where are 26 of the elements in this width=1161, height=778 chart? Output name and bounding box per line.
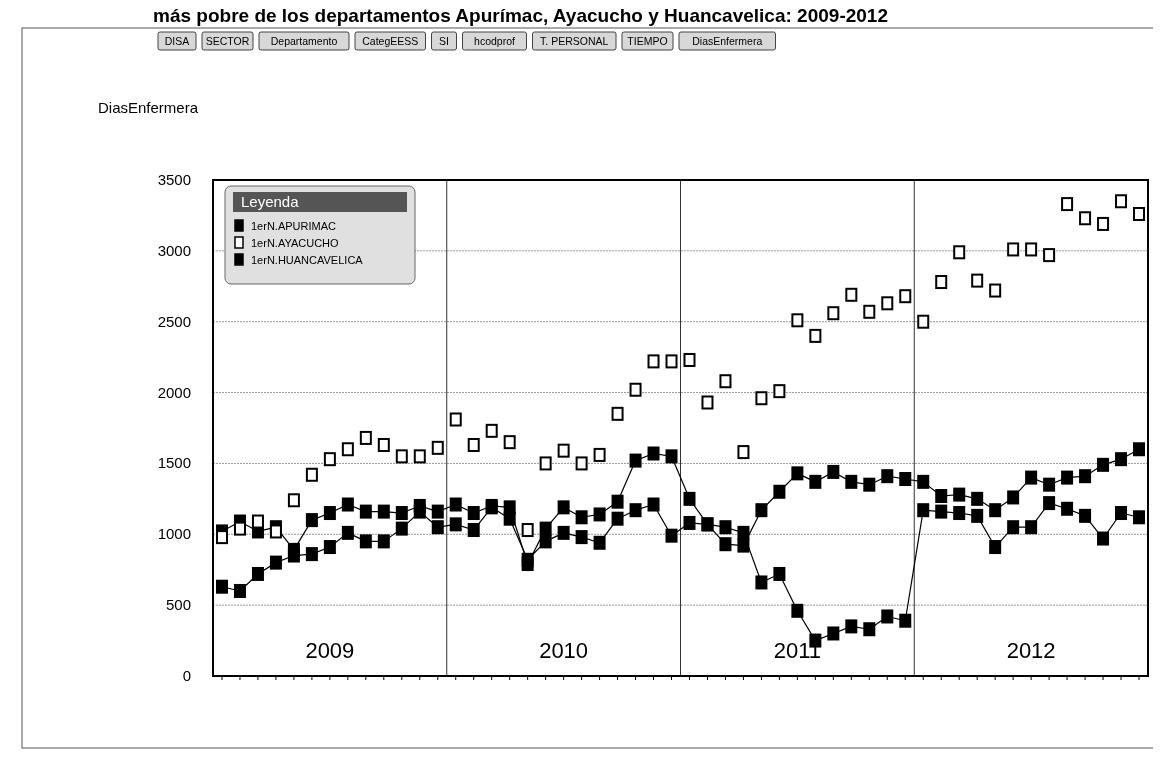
text: Departamento (270, 35, 338, 47)
text: DISA (164, 35, 190, 47)
text: T. PERSONAL (540, 35, 609, 47)
y-tick-label: 1000 (157, 525, 191, 543)
legend-label: 1erN.HUANCAVELICA (251, 254, 364, 266)
text: SI (439, 35, 449, 47)
text: TIEMPO (627, 35, 668, 47)
y-tick-label: 500 (165, 596, 191, 614)
legend-label: 1erN.APURIMAC (251, 220, 337, 232)
y-tick-label: 3500 (157, 171, 191, 188)
y-tick-label: 3000 (157, 241, 191, 259)
annotation: 2010 (539, 638, 589, 663)
chart-title: más pobre de los departamentos Apurímac, Ayacucho y Huancavelica: 2009-2012 (153, 5, 888, 26)
text: DiasEnfermera (692, 35, 763, 47)
legend-label: 1erN.AYACUCHO (251, 237, 340, 249)
y-tick-label: 2500 (157, 312, 191, 330)
annotation: 2012 (1006, 638, 1056, 663)
y-tick-label: 1500 (157, 454, 191, 472)
y-tick-label: 0 (182, 667, 191, 684)
y-axis-title: DiasEnfermera (98, 99, 199, 116)
annotation: 2009 (305, 638, 355, 663)
text: SECTOR (205, 35, 250, 47)
y-tick-label: 2000 (157, 383, 191, 401)
legend-title: Leyenda (241, 193, 300, 210)
text: CategEESS (362, 35, 419, 47)
text: hcodprof (474, 35, 516, 47)
